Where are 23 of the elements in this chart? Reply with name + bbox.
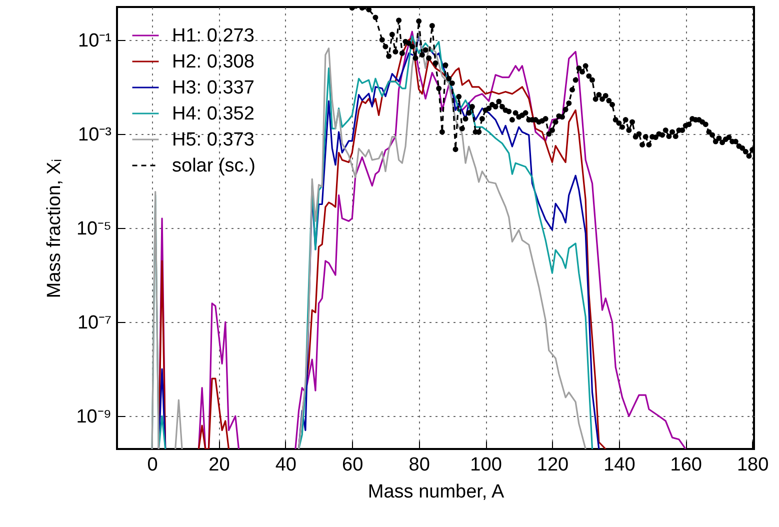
x-tick-label: 160: [670, 454, 702, 476]
y-axis-title: Mass fraction, Xᵢ: [44, 158, 66, 298]
legend-label: H5: 0.373: [172, 130, 254, 150]
x-tick-label: 60: [342, 454, 364, 476]
x-tick-label: 40: [275, 454, 296, 476]
legend-label: H3: 0.337: [172, 78, 254, 98]
x-tick-label: 20: [208, 454, 230, 476]
x-tick-label: 120: [536, 454, 569, 476]
x-tick-label: 100: [470, 454, 502, 476]
y-tick-label: 10⁻⁹: [76, 406, 112, 428]
legend-label: H2: 0.308: [172, 52, 254, 72]
x-tick-label: 140: [604, 454, 636, 476]
y-tick-label: 10⁻³: [78, 124, 112, 146]
y-tick-label: 10⁻¹: [78, 30, 112, 52]
legend-label: H4: 0.352: [172, 104, 254, 124]
x-axis-title: Mass number, A: [368, 482, 504, 502]
x-tick-label: 80: [408, 454, 430, 476]
x-tick-label: 0: [147, 454, 158, 476]
y-tick-label: 10⁻⁵: [76, 218, 112, 240]
y-tick-label: 10⁻⁷: [77, 312, 112, 334]
legend-label: solar (sc.): [172, 156, 256, 176]
x-tick-label: 180: [736, 454, 769, 476]
legend-label: H1: 0.273: [172, 26, 254, 46]
